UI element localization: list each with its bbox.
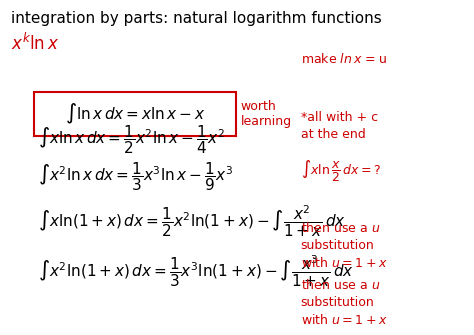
Text: then use a $u$
substitution
with $u = 1 + x$: then use a $u$ substitution with $u = 1 … (301, 221, 387, 270)
FancyBboxPatch shape (34, 92, 236, 136)
Text: worth
learning: worth learning (241, 100, 292, 128)
Text: $x^k\ln x$: $x^k\ln x$ (10, 33, 59, 54)
Text: $\int x\ln\dfrac{x}{2}\,dx = ?$: $\int x\ln\dfrac{x}{2}\,dx = ?$ (301, 158, 381, 184)
Text: $\int \ln x\,dx = x\ln x - x$: $\int \ln x\,dx = x\ln x - x$ (64, 102, 205, 126)
Text: make $\mathit{ln}\, x$ = u: make $\mathit{ln}\, x$ = u (301, 52, 387, 66)
Text: $\int x\ln x\,dx = \dfrac{1}{2}x^2\ln x - \dfrac{1}{4}x^2$: $\int x\ln x\,dx = \dfrac{1}{2}x^2\ln x … (38, 123, 226, 156)
Text: *all with + c
at the end: *all with + c at the end (301, 111, 378, 141)
Text: then use a $u$
substitution
with $u = 1 + x$: then use a $u$ substitution with $u = 1 … (301, 277, 387, 327)
Text: $\int x^2\ln x\,dx = \dfrac{1}{3}x^3\ln x - \dfrac{1}{9}x^3$: $\int x^2\ln x\,dx = \dfrac{1}{3}x^3\ln … (38, 161, 234, 194)
Text: integration by parts: natural logarithm functions: integration by parts: natural logarithm … (10, 11, 382, 26)
Text: $\int x\ln(1+x)\,dx = \dfrac{1}{2}x^2\ln(1+x) - \int\dfrac{x^2}{1+x}\,dx$: $\int x\ln(1+x)\,dx = \dfrac{1}{2}x^2\ln… (38, 203, 346, 239)
Text: $\int x^2\ln(1+x)\,dx = \dfrac{1}{3}x^3\ln(1+x) - \int\dfrac{x^3}{1+x}\,dx$: $\int x^2\ln(1+x)\,dx = \dfrac{1}{3}x^3\… (38, 254, 354, 289)
